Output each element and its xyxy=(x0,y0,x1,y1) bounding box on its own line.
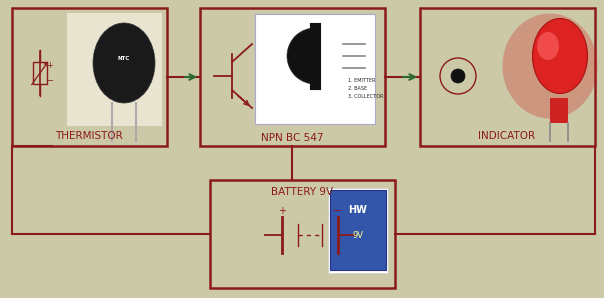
Text: 9V: 9V xyxy=(353,230,364,240)
Bar xyxy=(67,13,162,126)
Text: NPN BC 547: NPN BC 547 xyxy=(261,133,323,143)
Bar xyxy=(12,8,167,146)
Text: NTC: NTC xyxy=(118,55,130,60)
Text: HW: HW xyxy=(349,205,367,215)
Bar xyxy=(255,14,375,124)
Bar xyxy=(550,98,568,123)
Ellipse shape xyxy=(537,32,559,60)
Ellipse shape xyxy=(533,18,588,94)
Text: −: − xyxy=(333,206,342,216)
Bar xyxy=(33,62,47,84)
Ellipse shape xyxy=(503,13,597,119)
Circle shape xyxy=(451,69,465,83)
Text: 1. EMITTER: 1. EMITTER xyxy=(348,77,375,83)
Text: +: + xyxy=(47,60,53,69)
Text: BATTERY 9V: BATTERY 9V xyxy=(271,187,333,197)
Text: INDICATOR: INDICATOR xyxy=(478,131,536,141)
Text: +: + xyxy=(278,206,286,216)
Bar xyxy=(420,8,595,146)
Ellipse shape xyxy=(93,23,155,103)
Text: THERMISTOR: THERMISTOR xyxy=(55,131,123,141)
Bar xyxy=(330,190,386,270)
Wedge shape xyxy=(287,28,315,84)
Bar xyxy=(328,188,388,273)
Text: −: − xyxy=(47,77,54,86)
Bar xyxy=(200,8,385,146)
Text: 2. BASE: 2. BASE xyxy=(348,86,367,91)
Text: 3. COLLECTOR: 3. COLLECTOR xyxy=(348,94,384,99)
Bar xyxy=(210,180,395,288)
